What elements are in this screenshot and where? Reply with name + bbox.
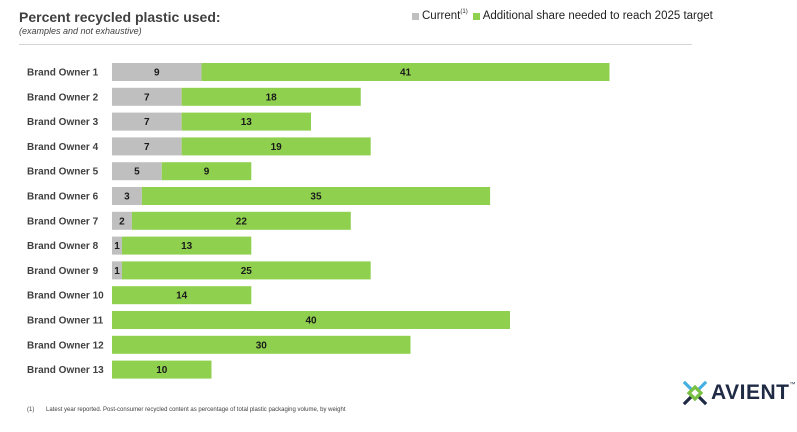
data-label-current: 3 <box>124 192 130 203</box>
bar-additional <box>112 335 411 354</box>
header-divider <box>19 44 692 45</box>
data-label-additional: 13 <box>181 241 193 252</box>
bar-additional <box>112 286 252 305</box>
trademark-symbol: ™ <box>789 382 796 388</box>
data-label-current: 7 <box>144 117 150 128</box>
bar-additional <box>201 63 610 81</box>
data-label-additional: 35 <box>310 192 322 203</box>
category-label: Brand Owner 3 <box>27 117 99 128</box>
category-label: Brand Owner 8 <box>27 241 99 252</box>
legend-footnote-marker: (1) <box>460 9 468 15</box>
data-label-current: 7 <box>144 142 150 153</box>
footnote: (1) Latest year reported. Post-consumer … <box>27 407 346 413</box>
legend-label-additional: Additional share needed to reach 2025 ta… <box>482 10 713 22</box>
data-label-additional: 41 <box>400 68 412 79</box>
category-label: Brand Owner 13 <box>27 365 104 376</box>
category-label: Brand Owner 6 <box>27 192 99 203</box>
legend-swatch-additional <box>472 12 480 20</box>
bar-additional <box>121 261 371 280</box>
bar-additional <box>131 211 351 230</box>
bar-current <box>112 63 202 81</box>
bar-additional <box>141 187 491 205</box>
data-label-current: 7 <box>144 92 150 103</box>
bar-current <box>112 112 182 131</box>
bar-additional <box>112 311 510 329</box>
data-label-additional: 30 <box>256 340 268 351</box>
category-label: Brand Owner 4 <box>27 142 99 153</box>
category-label: Brand Owner 10 <box>27 291 104 302</box>
bar-additional <box>112 360 212 379</box>
legend-swatch-current <box>412 12 419 20</box>
data-label-additional: 10 <box>156 365 168 376</box>
category-label: Brand Owner 12 <box>27 340 104 351</box>
bar-additional <box>181 137 371 156</box>
category-label: Brand Owner 7 <box>27 216 99 227</box>
avient-logo: AVIENT ™ <box>682 380 795 406</box>
avient-wordmark: AVIENT <box>711 381 790 404</box>
legend-label-current: Current <box>422 10 461 22</box>
bar-current <box>112 261 122 280</box>
chart-subtitle: (examples and not exhaustive) <box>19 26 142 36</box>
data-label-additional: 18 <box>266 92 278 103</box>
category-label: Brand Owner 9 <box>27 266 99 277</box>
data-label-current: 2 <box>119 216 125 227</box>
category-label: Brand Owner 1 <box>27 68 99 79</box>
category-label: Brand Owner 2 <box>27 92 99 103</box>
footnote-text: Latest year reported. Post-consumer recy… <box>46 407 346 413</box>
footnote-marker: (1) <box>27 407 35 413</box>
bar-additional <box>161 162 252 181</box>
bar-current <box>112 137 182 156</box>
category-label: Brand Owner 11 <box>27 316 104 327</box>
data-label-current: 1 <box>114 241 120 252</box>
bar-chart: Brand Owner 1 9 41 Brand Owner 2 7 18 Brand Ow… <box>27 63 610 379</box>
data-label-current: 1 <box>114 266 120 277</box>
bar-current <box>112 211 132 230</box>
data-label-additional: 19 <box>271 142 283 153</box>
bar-additional <box>121 236 252 255</box>
avient-logo-icon <box>682 380 708 406</box>
data-label-current: 5 <box>134 167 140 178</box>
data-label-additional: 25 <box>241 266 253 277</box>
data-label-additional: 22 <box>236 216 248 227</box>
data-label-additional: 14 <box>176 291 188 302</box>
data-label-current: 9 <box>154 68 160 79</box>
bar-current <box>112 87 182 106</box>
legend: Current (1) Additional share needed to r… <box>412 9 713 22</box>
chart-title: Percent recycled plastic used: <box>19 9 221 25</box>
bar-additional <box>181 87 361 106</box>
data-label-additional: 9 <box>204 167 210 178</box>
category-label: Brand Owner 5 <box>27 167 99 178</box>
data-label-additional: 40 <box>305 316 317 327</box>
data-label-additional: 13 <box>241 117 253 128</box>
bar-current <box>112 162 162 181</box>
bar-additional <box>181 112 311 131</box>
bar-current <box>112 187 142 205</box>
bar-current <box>112 236 122 255</box>
